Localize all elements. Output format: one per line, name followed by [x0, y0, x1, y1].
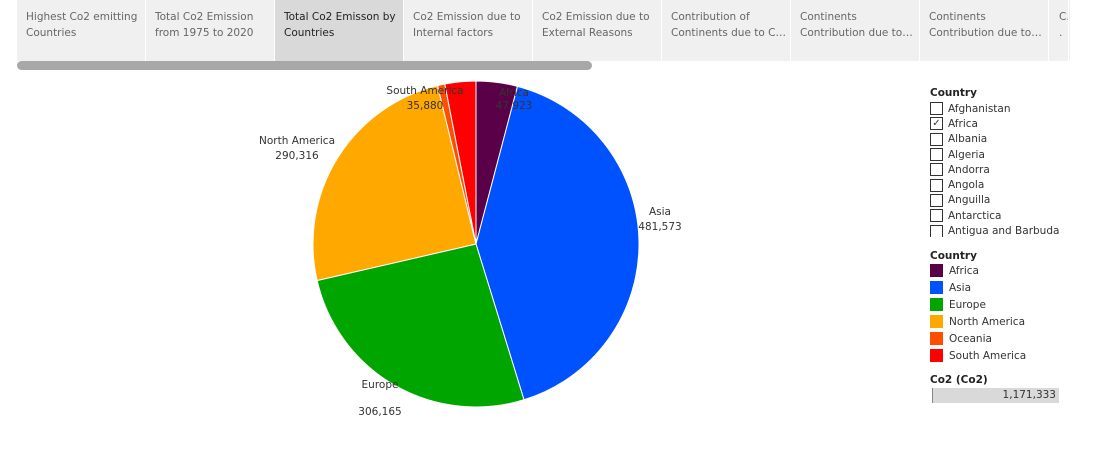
checkbox-checked[interactable]: ✓ — [930, 117, 943, 131]
checkbox[interactable] — [930, 148, 943, 162]
legend-label: Europe — [949, 298, 986, 311]
pie-slice-north-america[interactable] — [312, 84, 477, 282]
filter-item-label: Antigua and Barbuda — [948, 225, 1060, 237]
legend-item-asia[interactable]: Asia — [930, 279, 1026, 296]
tab-contribution-continents-co[interactable]: Contribution of Continents due to Co.. — [662, 0, 791, 61]
slice-label-asia: Asia — [649, 206, 671, 218]
tab-label-line1: Total Co2 Emission — [155, 11, 254, 23]
tab-label-line1: Highest Co2 emitting — [26, 11, 138, 23]
tab-co2-internal-factors[interactable]: Co2 Emission due to Internal factors — [404, 0, 533, 61]
slice-value-north-america: 290,316 — [275, 150, 319, 162]
checkbox[interactable] — [930, 102, 943, 116]
tab-label-line2: from 1975 to 2020 — [155, 27, 254, 39]
filter-item-label: Antarctica — [948, 209, 1002, 222]
checkbox[interactable] — [930, 163, 943, 177]
legend-label: Asia — [949, 281, 972, 294]
sheet-tabs: Highest Co2 emitting Countries Total Co2… — [17, 0, 1070, 61]
filter-item[interactable]: ✓ Africa — [930, 116, 1065, 131]
pie-slice-south-america[interactable] — [444, 80, 477, 245]
slice-value-europe: 306,165 — [358, 406, 401, 418]
pie-slice-europe[interactable] — [316, 243, 525, 408]
tabs-scrollbar[interactable] — [17, 61, 592, 70]
filter-item-label: Afghanistan — [948, 102, 1011, 115]
tab-label-line2: Contribution due to G.. — [800, 27, 916, 39]
checkbox[interactable] — [930, 132, 943, 146]
filter-item[interactable]: Afghanistan — [930, 101, 1065, 116]
tab-overflow[interactable]: C. . — [1049, 0, 1069, 61]
tab-label-line2: Countries — [284, 27, 335, 39]
filter-title: Country — [930, 87, 977, 99]
tab-label-line1: Contribution of — [671, 11, 750, 23]
tab-label-line1: Co2 Emission due to — [542, 11, 650, 23]
legend-item-oceania[interactable]: Oceania — [930, 330, 1026, 347]
checkbox[interactable] — [930, 209, 943, 223]
tab-continents-contribution-g[interactable]: Continents Contribution due to G.. — [791, 0, 920, 61]
legend-label: Oceania — [949, 332, 992, 345]
slice-value-asia: 481,573 — [638, 221, 681, 233]
tab-co2-external-reasons[interactable]: Co2 Emission due to External Reasons — [533, 0, 662, 61]
tab-label-line1: Co2 Emission due to — [413, 11, 521, 23]
tab-total-co2-emission-1975-2020[interactable]: Total Co2 Emission from 1975 to 2020 — [146, 0, 275, 61]
filter-item[interactable]: Anguilla — [930, 193, 1065, 208]
country-filter-list[interactable]: Afghanistan ✓ Africa Albania Algeria Ando… — [930, 101, 1065, 237]
legend-swatch — [930, 315, 943, 328]
filter-item-label: Anguilla — [948, 194, 991, 207]
tab-label-line2: Continents due to Co.. — [671, 27, 787, 39]
tab-label-line2: Internal factors — [413, 27, 494, 39]
legend-label: South America — [949, 349, 1027, 362]
filter-item-label: Angola — [948, 179, 985, 192]
filter-item[interactable]: Antarctica — [930, 208, 1065, 223]
legend-item-europe[interactable]: Europe — [930, 296, 1026, 313]
tab-label-line2: Contribution due to C.. — [929, 27, 1045, 39]
filter-item-label: Andorra — [948, 163, 990, 176]
checkbox[interactable] — [930, 193, 943, 207]
slice-value-africa: 47,923 — [496, 100, 533, 112]
legend-label: North America — [949, 315, 1026, 328]
filter-item[interactable]: Andorra — [930, 162, 1065, 177]
filter-item[interactable]: Angola — [930, 177, 1065, 192]
slice-value-south-america: 35,880 — [407, 100, 444, 112]
tab-highest-co2-emitting-countries[interactable]: Highest Co2 emitting Countries — [17, 0, 146, 61]
filter-item-label: Algeria — [948, 148, 985, 161]
slice-label-north-america: North America — [259, 135, 335, 147]
filter-item[interactable]: Antigua and Barbuda — [930, 223, 1065, 237]
filter-item[interactable]: Algeria — [930, 147, 1065, 162]
tab-label-line2: . — [1059, 27, 1063, 39]
slice-label-africa: Africa — [499, 87, 529, 99]
filter-item-label: Africa — [948, 117, 978, 130]
pie-slice-asia[interactable] — [475, 85, 640, 401]
legend-title: Country — [930, 250, 977, 262]
legend-swatch — [930, 349, 943, 362]
slice-label-europe: Europe — [362, 379, 399, 391]
legend-item-north-america[interactable]: North America — [930, 313, 1026, 330]
tab-total-co2-emission-by-countries[interactable]: Total Co2 Emisson by Countries — [275, 0, 404, 61]
checkbox[interactable] — [930, 224, 943, 237]
size-legend-title: Co2 (Co2) — [930, 374, 988, 386]
slice-label-south-america: South America — [386, 85, 463, 97]
legend-swatch — [930, 332, 943, 345]
legend-item-africa[interactable]: Africa — [930, 262, 1026, 279]
checkbox[interactable] — [930, 178, 943, 192]
legend-swatch — [930, 298, 943, 311]
tab-label-line2: Countries — [26, 27, 77, 39]
tab-continents-contribution-c[interactable]: Continents Contribution due to C.. — [920, 0, 1049, 61]
legend-swatch — [930, 281, 943, 294]
tab-label-line1: Continents — [800, 11, 857, 23]
legend-label: Africa — [949, 264, 979, 277]
legend-item-south-america[interactable]: South America — [930, 347, 1026, 364]
legend-swatch — [930, 264, 943, 277]
tab-label-line1: C. — [1059, 11, 1068, 23]
tab-label-line1: Continents — [929, 11, 986, 23]
tab-label-line1: Total Co2 Emisson by — [284, 11, 396, 23]
filter-item[interactable]: Albania — [930, 132, 1065, 147]
tab-label-line2: External Reasons — [542, 27, 633, 39]
filter-item-label: Albania — [948, 133, 988, 146]
size-legend-bar[interactable]: 1,171,333 — [932, 388, 1059, 403]
color-legend: Africa Asia Europe North America Oceania… — [930, 262, 1026, 364]
